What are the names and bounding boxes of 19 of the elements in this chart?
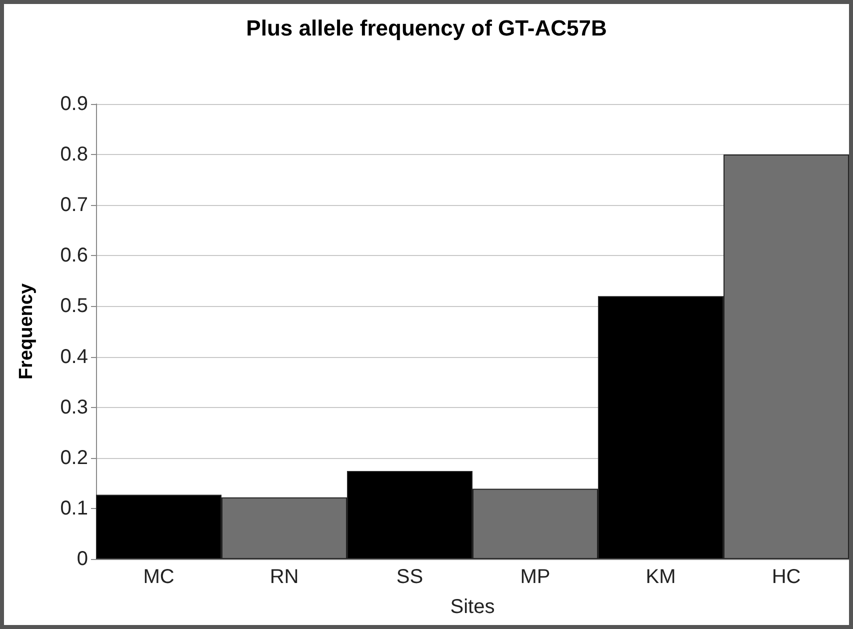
x-axis-title: Sites [450,596,495,618]
y-tick-label: 0.3 [60,396,88,418]
y-tick-label: 0.1 [60,497,88,520]
y-axis-title: Frequency [16,283,37,380]
x-tick-label: HC [772,566,801,588]
x-tick-label: MC [143,566,174,588]
y-tick-label: 0.8 [60,144,88,166]
x-tick-label: RN [270,566,299,588]
chart-title: Plus allele frequency of GT-AC57B [246,16,607,40]
y-tick-label: 0.6 [60,244,88,267]
y-tick-label: 0 [76,548,88,570]
y-tick-label: 0.2 [60,446,88,469]
x-tick-label: KM [646,566,676,588]
y-tick-label: 0.7 [60,194,88,216]
x-tick-label: SS [396,566,424,588]
y-tick-label: 0.9 [60,93,88,115]
x-tick-label: MP [520,566,550,588]
y-tick-label: 0.4 [60,346,88,368]
y-tick-label: 0.5 [60,295,88,318]
